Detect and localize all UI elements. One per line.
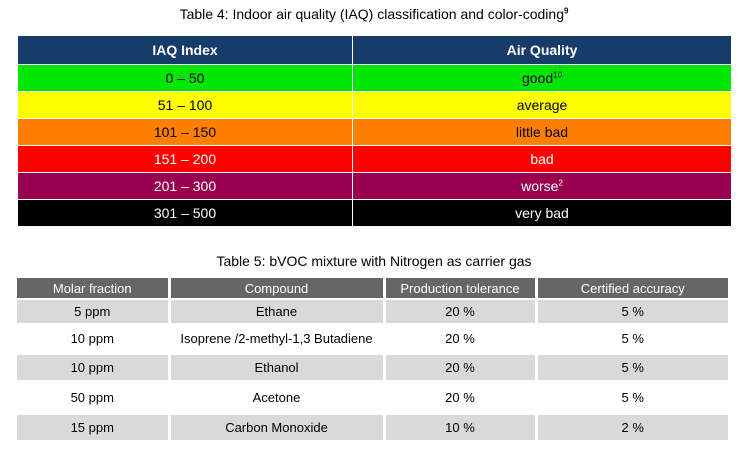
header-molar-fraction: Molar fraction bbox=[17, 278, 171, 300]
table-row: 50 ppm Acetone 20 % 5 % bbox=[17, 381, 728, 415]
table5-caption: Table 5: bVOC mixture with Nitrogen as c… bbox=[216, 253, 532, 269]
tolerance-cell: 20 % bbox=[384, 353, 538, 383]
air-quality-cell: bad bbox=[352, 145, 732, 173]
air-quality-cell: very bad bbox=[352, 199, 732, 227]
air-quality-text: worse bbox=[521, 178, 559, 194]
molar-fraction-cell: 5 ppm bbox=[17, 299, 171, 326]
header-production-tolerance: Production tolerance bbox=[384, 278, 538, 300]
accuracy-cell: 5 % bbox=[536, 299, 728, 326]
table-row: 201 – 300 worse2 bbox=[17, 172, 732, 200]
tolerance-cell: 20 % bbox=[384, 324, 538, 355]
compound-cell: Carbon Monoxide bbox=[169, 413, 386, 443]
footnote-marker: 10 bbox=[553, 70, 563, 80]
header-certified-accuracy: Certified accuracy bbox=[536, 278, 728, 300]
table-row: 101 – 150 little bad bbox=[17, 118, 732, 146]
iaq-classification-table: IAQ Index Air Quality 0 – 50 good10 51 –… bbox=[17, 35, 732, 227]
iaq-index-cell: 301 – 500 bbox=[17, 199, 353, 227]
molar-fraction-cell: 50 ppm bbox=[17, 381, 171, 415]
bvoc-mixture-table: Molar fraction Compound Production toler… bbox=[17, 278, 728, 443]
air-quality-cell: good10 bbox=[352, 64, 732, 92]
accuracy-cell: 2 % bbox=[536, 413, 728, 443]
table-row: 15 ppm Carbon Monoxide 10 % 2 % bbox=[17, 413, 728, 443]
iaq-index-cell: 0 – 50 bbox=[17, 64, 353, 92]
iaq-index-cell: 151 – 200 bbox=[17, 145, 353, 173]
air-quality-cell: little bad bbox=[352, 118, 732, 146]
table4-caption: Table 4: Indoor air quality (IAQ) classi… bbox=[0, 6, 748, 22]
table-row: 10 ppm Ethanol 20 % 5 % bbox=[17, 353, 728, 383]
table-row: 301 – 500 very bad bbox=[17, 199, 732, 227]
tolerance-cell: 10 % bbox=[384, 413, 538, 443]
table5-header-row: Molar fraction Compound Production toler… bbox=[17, 278, 728, 300]
table4-caption-footnote: 9 bbox=[563, 6, 569, 16]
molar-fraction-cell: 10 ppm bbox=[17, 353, 171, 383]
accuracy-cell: 5 % bbox=[536, 353, 728, 383]
table-row: 10 ppm Isoprene /2-methyl-1,3 Butadiene … bbox=[17, 324, 728, 355]
tolerance-cell: 20 % bbox=[384, 299, 538, 326]
table-row: 51 – 100 average bbox=[17, 91, 732, 119]
iaq-index-cell: 51 – 100 bbox=[17, 91, 353, 119]
accuracy-cell: 5 % bbox=[536, 324, 728, 355]
air-quality-text: good bbox=[521, 70, 554, 86]
compound-cell: Acetone bbox=[169, 381, 386, 415]
molar-fraction-cell: 15 ppm bbox=[17, 413, 171, 443]
table-row: 0 – 50 good10 bbox=[17, 64, 732, 92]
molar-fraction-cell: 10 ppm bbox=[17, 324, 171, 355]
table-row: 151 – 200 bad bbox=[17, 145, 732, 173]
header-air-quality: Air Quality bbox=[352, 35, 732, 65]
footnote-marker: 2 bbox=[558, 178, 563, 188]
compound-cell: Isoprene /2-methyl-1,3 Butadiene bbox=[169, 324, 386, 355]
table4-header-row: IAQ Index Air Quality bbox=[17, 35, 732, 65]
table-row: 5 ppm Ethane 20 % 5 % bbox=[17, 299, 728, 326]
table4-caption-text: Table 4: Indoor air quality (IAQ) classi… bbox=[179, 6, 564, 22]
iaq-index-cell: 101 – 150 bbox=[17, 118, 353, 146]
accuracy-cell: 5 % bbox=[536, 381, 728, 415]
air-quality-cell: worse2 bbox=[352, 172, 732, 200]
tolerance-cell: 20 % bbox=[384, 381, 538, 415]
air-quality-cell: average bbox=[352, 91, 732, 119]
header-iaq-index: IAQ Index bbox=[17, 35, 353, 65]
iaq-index-cell: 201 – 300 bbox=[17, 172, 353, 200]
header-compound: Compound bbox=[169, 278, 386, 300]
compound-cell: Ethane bbox=[169, 299, 386, 326]
compound-cell: Ethanol bbox=[169, 353, 386, 383]
